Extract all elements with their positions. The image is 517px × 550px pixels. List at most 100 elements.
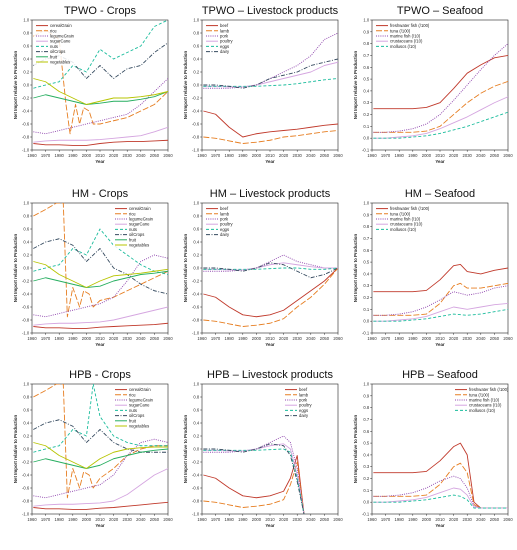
legend-entry: cerealGrain [50,23,72,28]
x-tick-label: 2030 [293,153,303,158]
series-line-legumegrain [33,254,168,318]
x-tick-label: 2050 [150,153,160,158]
legend-entry: nuts [129,408,137,413]
y-tick-label: 0.8 [363,224,369,229]
x-tick-label: 1990 [408,153,418,158]
x-tick-label: 2000 [252,517,262,522]
series-line-sugarcane [33,306,168,326]
x-tick-label: 2010 [435,517,445,522]
series-line-dairy [203,443,305,514]
chart-title: HM - Crops [72,188,129,200]
y-tick-label: -0.8 [22,318,30,323]
series-line-fruit [33,91,168,105]
x-tick-label: 1970 [211,517,221,522]
x-tick-label: 1980 [55,153,65,158]
x-tick-label: 1960 [197,153,207,158]
legend-entry: cerealGrain [129,206,151,211]
x-tick-label: 1990 [68,153,78,158]
series-line-lamb [203,461,305,514]
series-line-freshwater [373,264,508,293]
series-line-fruit [33,270,168,288]
series-line-eggs [203,78,338,87]
y-tick-label: -0.8 [192,135,200,140]
chart-title: HPB - Crops [69,369,131,381]
legend-entry: pork [220,217,229,222]
x-tick-label: 2060 [163,153,173,158]
series-line-vegetables [33,78,168,105]
x-tick-label: 2060 [333,517,343,522]
x-tick-label: 1970 [381,517,391,522]
y-tick-label: -0.6 [192,122,200,127]
chart-title: TPWO – Seafood [397,5,483,17]
y-tick-label: -0.6 [192,305,200,310]
series-line-sugarcane [33,468,168,507]
y-tick-label: 1.0 [193,18,199,23]
y-tick-label: 0.2 [23,70,29,75]
y-axis-label: Net Import relative to Production [183,51,188,120]
legend-entry: rice [50,28,57,33]
y-tick-label: 0.0 [23,83,29,88]
legend-entry: dairy [220,49,230,54]
x-tick-label: 2000 [422,153,432,158]
series-line-marine [373,43,508,133]
x-tick-label: 2000 [82,336,92,341]
y-tick-label: 0.3 [363,283,369,288]
y-tick-label: 0.6 [23,44,29,49]
legend-entry: freshwater fish (/100) [469,387,509,392]
y-tick-label: 0.4 [363,88,369,93]
x-tick-label: 1960 [27,336,37,341]
legend-entry: marine fish (/10) [469,398,500,403]
series-line-vegetables [33,261,168,288]
series-line-nuts [33,20,168,89]
legend-entry: beef [220,206,229,211]
x-tick-label: 1980 [395,517,405,522]
y-tick-label: 0.4 [363,452,369,457]
y-tick-label: 0.4 [23,421,29,426]
legend-entry: legumeGrain [129,217,154,222]
y-tick-label: 0.9 [363,393,369,398]
legend-entry: crustaceans (/10) [390,39,423,44]
series-line-rice [33,29,168,135]
x-tick-label: 2020 [279,517,289,522]
series-line-marine [373,475,508,509]
legend-entry: lamb [220,28,230,33]
x-tick-label: 2040 [306,336,316,341]
x-tick-label: 1960 [367,336,377,341]
x-tick-label: 1980 [55,336,65,341]
y-tick-label: -1.0 [192,331,200,336]
y-tick-label: 0.7 [363,236,369,241]
y-tick-label: -1.0 [22,148,30,153]
y-tick-label: 0.5 [363,441,369,446]
legend-entry: tuna (/100) [390,211,411,216]
x-axis-label: Year [265,523,275,528]
y-tick-label: -0.4 [192,473,200,478]
y-tick-label: 0.4 [363,271,369,276]
x-axis-label: Year [95,523,105,528]
x-tick-label: 2040 [136,153,146,158]
legend-entry: poultry [220,222,233,227]
x-tick-label: 2050 [490,517,500,522]
x-tick-label: 1970 [381,153,391,158]
x-tick-label: 2050 [490,336,500,341]
y-tick-label: 0.3 [363,464,369,469]
x-tick-label: 2060 [333,336,343,341]
legend-entry: freshwater fish (/100) [390,23,430,28]
legend-entry: fruit [129,237,137,242]
legend-entry: rice [129,392,136,397]
legend-entry: beef [299,387,308,392]
y-tick-label: -0.1 [362,148,370,153]
x-tick-label: 2030 [123,153,133,158]
series-line-sugarcane [33,126,168,143]
legend-entry: poultry [220,39,233,44]
y-tick-label: 0.4 [193,421,199,426]
chart-title: HM – Seafood [405,188,475,200]
legend-entry: crustaceans (/10) [469,403,502,408]
legend-entry: rice [129,211,136,216]
series-line-tuna [373,81,508,133]
chart-title: HPB – Livestock products [207,369,333,381]
x-tick-label: 2030 [123,517,133,522]
x-tick-label: 1990 [68,336,78,341]
chart-title: TPWO – Livestock products [202,5,339,17]
legend-entry: legumeGrain [129,398,154,403]
